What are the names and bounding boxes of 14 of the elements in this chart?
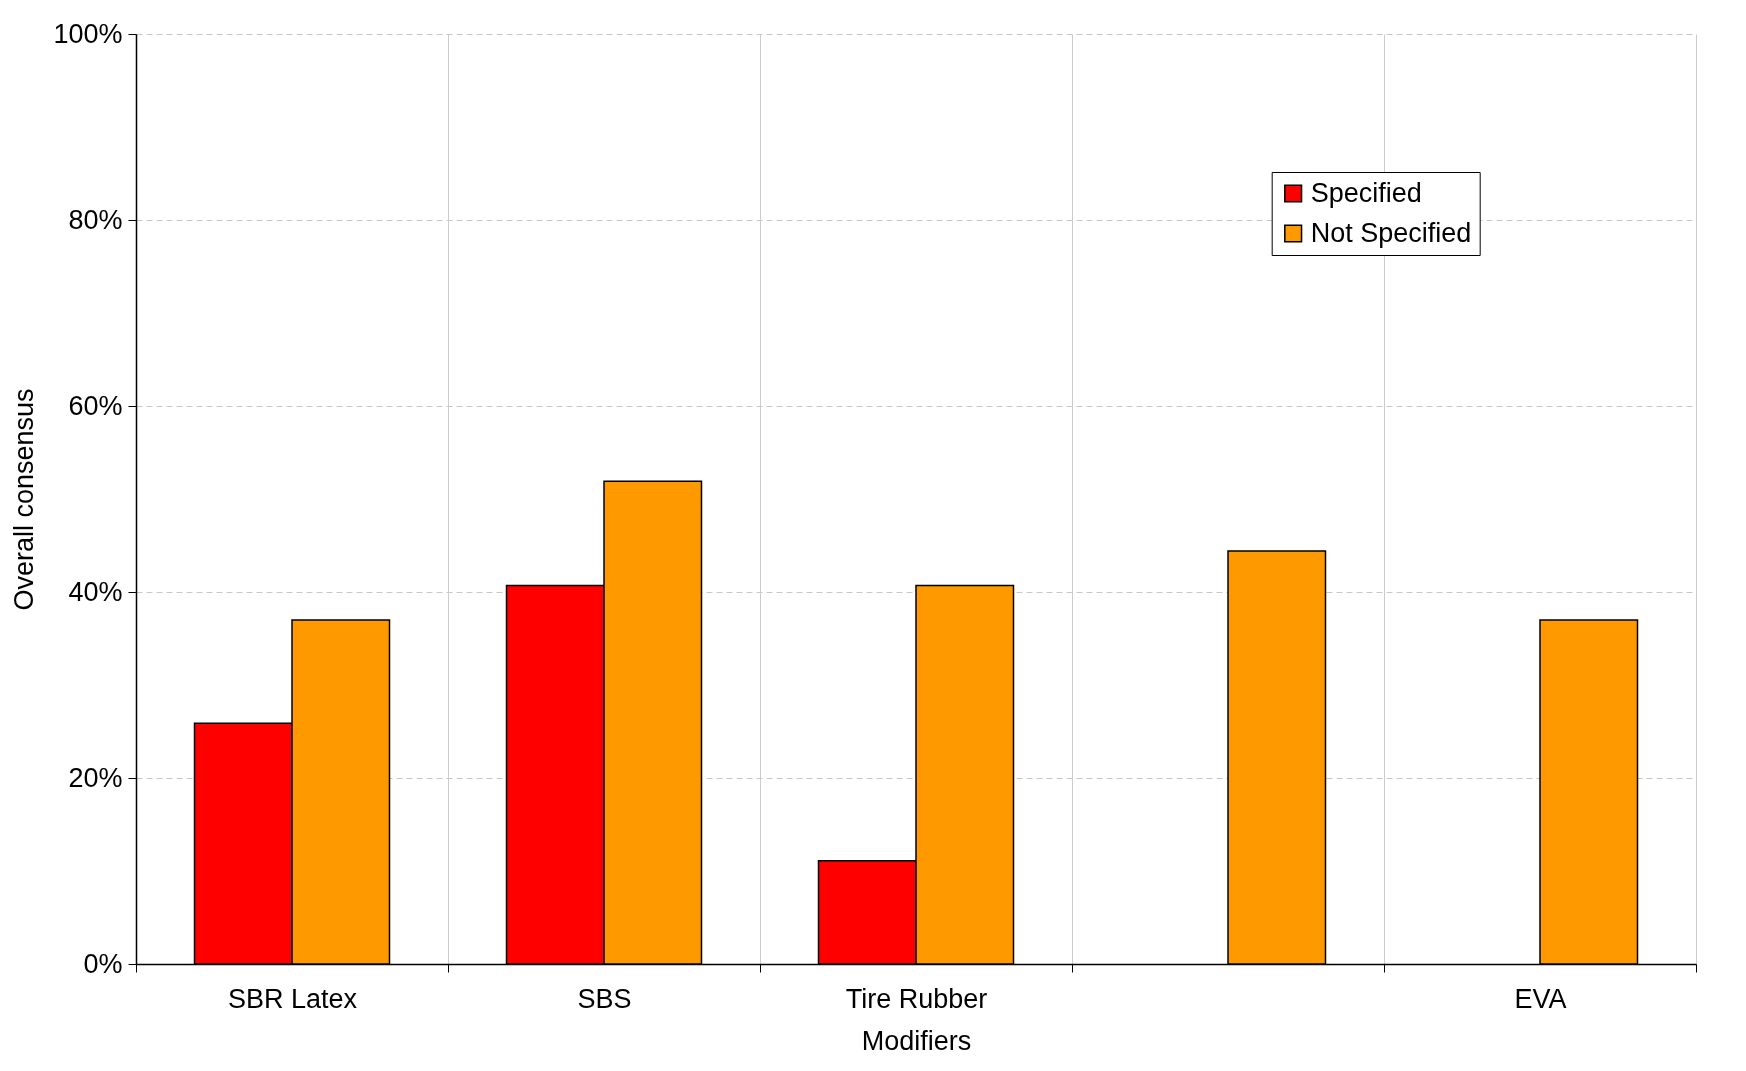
y-tick-label: 100% (53, 18, 123, 49)
y-tick-label: 20% (68, 762, 123, 793)
x-tick-label: SBS (577, 983, 632, 1014)
y-axis-title: Overall consensus (9, 388, 40, 611)
legend-label: Not Specified (1310, 217, 1472, 248)
y-tick-label: 80% (68, 204, 123, 235)
legend-label: Specified (1310, 177, 1422, 208)
x-tick-label: EVA (1514, 983, 1567, 1014)
x-tick-label: Tire Rubber (845, 983, 988, 1014)
y-tick-label: 60% (68, 390, 123, 421)
y-tick-label: 40% (68, 576, 123, 607)
y-tick-label: 0% (83, 948, 123, 979)
x-tick-label: SBR Latex (227, 983, 358, 1014)
x-axis-title: Modifiers (861, 1025, 972, 1056)
